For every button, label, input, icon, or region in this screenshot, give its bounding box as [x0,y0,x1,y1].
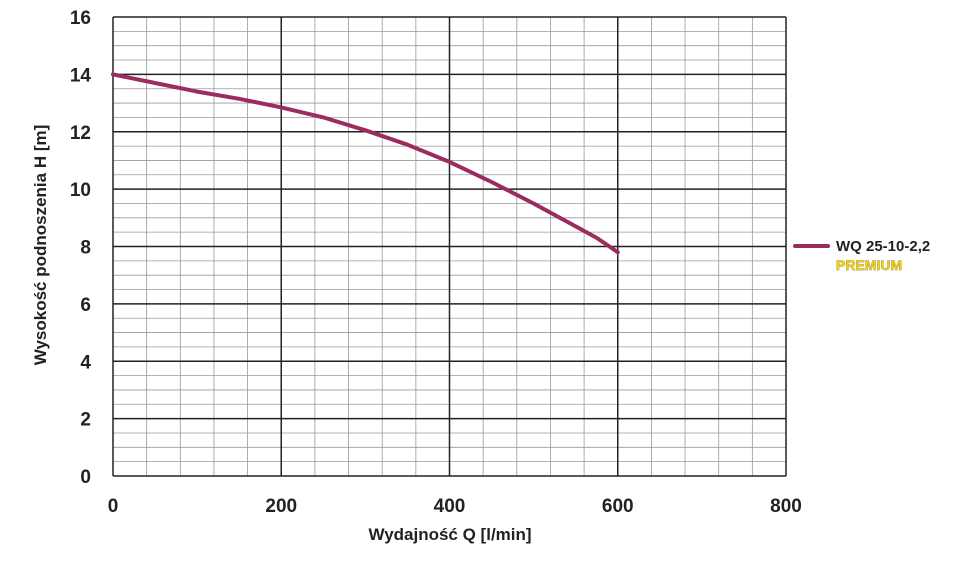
legend: WQ 25-10-2,2 PREMIUM [793,238,930,273]
y-axis-title: Wysokość podnoszenia H [m] [31,125,50,366]
y-tick-label: 16 [70,8,91,29]
x-axis-title: Wydajność Q [l/min] [368,525,531,544]
x-tick-label: 0 [108,496,119,517]
x-tick-label: 200 [265,496,297,517]
y-tick-label: 14 [70,65,92,86]
series-line [111,72,620,255]
y-tick-label: 6 [80,295,91,316]
major-grid [112,16,787,477]
x-tick-label: 400 [434,496,466,517]
y-tick-label: 8 [80,238,91,259]
legend-series-subname: PREMIUM [836,257,902,273]
y-axis-ticks: 0 2 4 6 8 10 12 14 16 [70,8,92,488]
y-tick-label: 4 [80,352,91,373]
x-tick-label: 600 [602,496,634,517]
series-layer [111,72,620,255]
x-tick-label: 800 [770,496,802,517]
x-axis-ticks: 0 200 400 600 800 [108,496,802,517]
y-tick-label: 0 [80,467,91,488]
y-tick-label: 2 [80,410,91,431]
y-tick-label: 10 [70,180,91,201]
legend-series-name: WQ 25-10-2,2 [836,238,930,255]
y-tick-label: 12 [70,123,91,144]
